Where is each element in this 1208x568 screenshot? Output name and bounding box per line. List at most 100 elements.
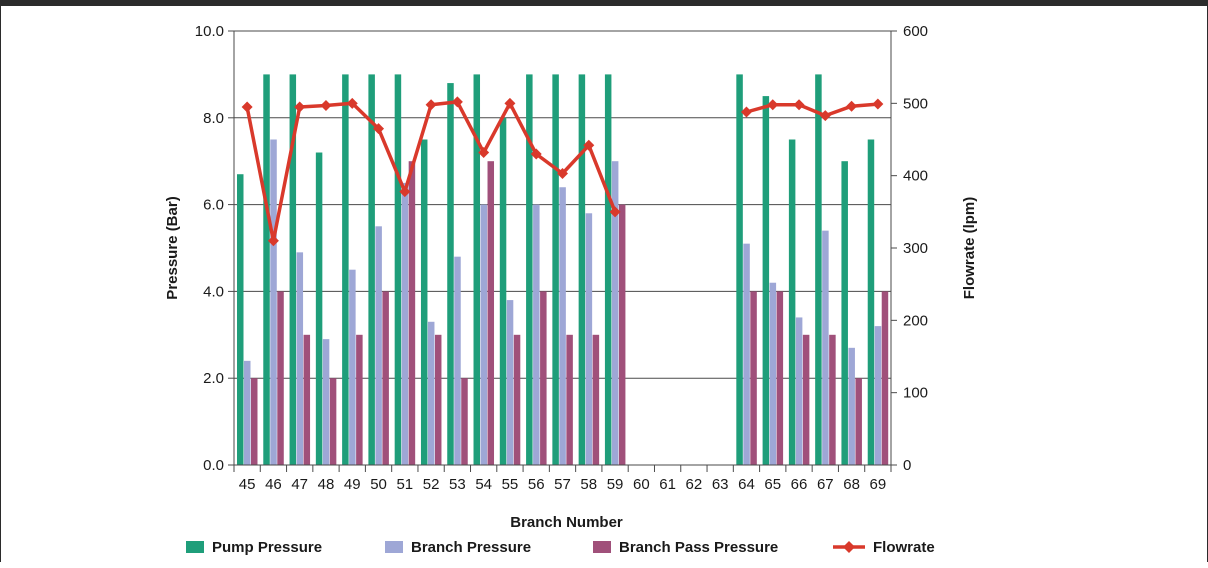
x-tick-label: 58 [580, 476, 597, 493]
x-tick-label: 45 [239, 476, 256, 493]
bar-branch-pass-pressure [750, 291, 757, 465]
flowrate-point [294, 101, 306, 113]
bar-pump-pressure [420, 139, 428, 465]
flowrate-point [609, 206, 621, 218]
x-tick-label: 53 [449, 476, 466, 493]
bar-pump-pressure [762, 96, 770, 465]
bar-branch-pressure [769, 282, 777, 465]
bar-branch-pass-pressure [251, 378, 258, 465]
x-tick-label: 61 [659, 476, 676, 493]
bar-pump-pressure [368, 74, 375, 466]
flowrate-point [557, 167, 568, 179]
bar-pump-pressure [841, 161, 848, 465]
bar-branch-pressure [533, 204, 540, 465]
x-tick-label: 54 [475, 476, 492, 493]
y2-tick-label: 0 [903, 457, 911, 474]
x-tick-label: 57 [554, 476, 571, 493]
bar-branch-pass-pressure [408, 161, 416, 465]
bar-branch-pressure [848, 347, 855, 465]
bar-pump-pressure [736, 74, 743, 466]
x-tick-label: 66 [791, 476, 808, 493]
flowrate-point [872, 98, 884, 110]
legend-swatch-branch-pass-pressure [593, 541, 611, 553]
bar-branch-pressure [874, 326, 882, 465]
flowrate-point [846, 100, 858, 112]
y-tick-label: 0.0 [203, 457, 224, 474]
legend-label-pump-pressure: Pump Pressure [212, 539, 322, 556]
bar-pump-pressure [447, 83, 454, 465]
bar-branch-pressure [244, 360, 251, 465]
x-tick-label: 50 [370, 476, 387, 493]
flowrate-point [504, 97, 516, 109]
flowrate-point [425, 99, 437, 111]
legend-label-branch-pass-pressure: Branch Pass Pressure [619, 539, 778, 556]
x-tick-label: 59 [607, 476, 624, 493]
y2-tick-label: 500 [903, 95, 928, 112]
flowrate-point [399, 186, 411, 198]
bar-branch-pass-pressure [881, 291, 889, 465]
flowrate-point [346, 97, 358, 109]
bar-branch-pass-pressure [592, 334, 600, 465]
flowrate-point [267, 235, 279, 247]
legend-marker-flowrate [843, 541, 855, 553]
x-tick-label: 60 [633, 476, 650, 493]
x-axis-title: Branch Number [510, 514, 623, 531]
x-tick-label: 49 [344, 476, 361, 493]
bar-branch-pass-pressure [277, 291, 284, 465]
x-tick-label: 68 [843, 476, 860, 493]
bar-branch-pressure [506, 300, 514, 465]
bar-branch-pass-pressure [776, 291, 784, 465]
y-tick-label: 4.0 [203, 283, 224, 300]
flowrate-point [819, 110, 831, 122]
bar-branch-pressure [585, 213, 593, 465]
legend-label-flowrate: Flowrate [873, 539, 935, 556]
bar-pump-pressure [867, 139, 875, 465]
bar-branch-pass-pressure [540, 291, 547, 465]
bar-branch-pressure [375, 226, 382, 465]
flowrate-point [530, 148, 542, 160]
y-tick-label: 10.0 [195, 23, 224, 40]
bar-branch-pressure [611, 161, 619, 465]
y-tick-label: 6.0 [203, 197, 224, 214]
x-tick-label: 51 [396, 476, 413, 493]
y2-tick-label: 400 [903, 168, 928, 185]
bar-pump-pressure [604, 74, 612, 466]
bar-pump-pressure [263, 74, 270, 466]
bar-branch-pressure [480, 204, 488, 465]
bar-branch-pressure [322, 339, 330, 465]
bar-branch-pressure [349, 269, 356, 465]
x-tick-label: 62 [686, 476, 703, 493]
y-tick-label: 2.0 [203, 370, 224, 387]
bar-branch-pass-pressure [566, 334, 573, 465]
flowrate-point [583, 139, 595, 151]
bar-pump-pressure [815, 74, 822, 466]
bar-branch-pass-pressure [461, 378, 468, 465]
x-tick-label: 52 [423, 476, 440, 493]
bar-pump-pressure [315, 152, 323, 465]
bar-pump-pressure [499, 117, 507, 466]
x-tick-label: 47 [291, 476, 308, 493]
x-tick-label: 65 [764, 476, 781, 493]
chart: 0.0 2.0 4.0 6.0 8.0 10.0 0 100 200 300 400 500 600 45… [164, 23, 978, 556]
y2-tick-label: 300 [903, 240, 928, 257]
bar-branch-pass-pressure [855, 378, 862, 465]
flowrate-point [451, 96, 463, 108]
bar-branch-pass-pressure [618, 204, 626, 465]
bar-pump-pressure [552, 74, 559, 466]
bar-branch-pressure [743, 243, 750, 465]
x-tick-label: 67 [817, 476, 834, 493]
bar-branch-pass-pressure [513, 334, 521, 465]
y2-tick-label: 600 [903, 23, 928, 40]
flowrate-point [373, 123, 385, 135]
bar-branch-pass-pressure [802, 334, 810, 465]
x-tick-label: 48 [318, 476, 335, 493]
bar-branch-pressure [401, 182, 409, 465]
bar-branch-pass-pressure [329, 378, 337, 465]
bar-branch-pressure [454, 256, 461, 465]
bar-branch-pressure [296, 252, 304, 465]
bar-branch-pass-pressure [829, 334, 836, 465]
bar-branch-pass-pressure [303, 334, 311, 465]
flowrate-point [320, 100, 332, 112]
bar-branch-pressure [559, 187, 566, 466]
